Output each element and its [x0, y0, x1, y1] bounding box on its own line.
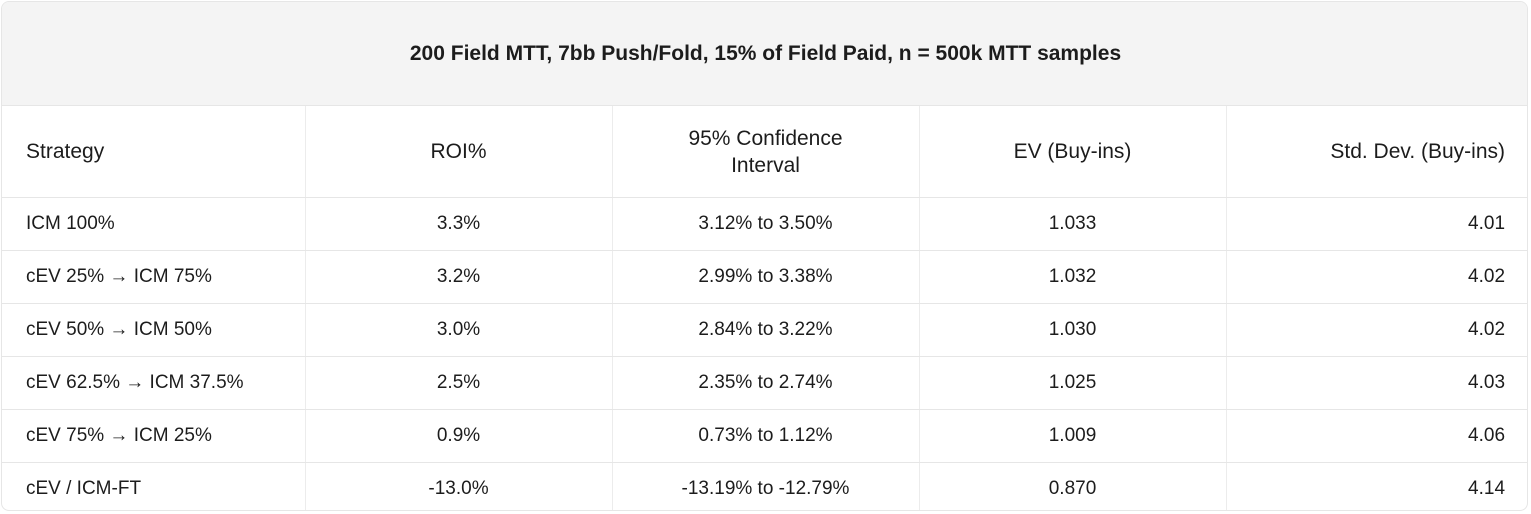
cell-strategy: cEV 50% → ICM 50%: [2, 303, 306, 357]
header-std-dev: Std. Dev. (Buy-ins): [1226, 105, 1527, 198]
table-header-row: Strategy ROI% 95% Confidence Interval EV…: [2, 105, 1527, 198]
cell-ev: 1.033: [919, 197, 1227, 251]
cell-strategy: ICM 100%: [2, 197, 306, 251]
table-row: cEV 62.5% → ICM 37.5% 2.5% 2.35% to 2.74…: [2, 356, 1527, 410]
cell-ci: -13.19% to -12.79%: [612, 462, 920, 510]
table-row: cEV 75% → ICM 25% 0.9% 0.73% to 1.12% 1.…: [2, 409, 1527, 463]
cell-roi: 3.0%: [305, 303, 613, 357]
cell-ev: 1.030: [919, 303, 1227, 357]
cell-std: 4.01: [1226, 197, 1527, 251]
header-ev: EV (Buy-ins): [919, 105, 1227, 198]
cell-std: 4.02: [1226, 303, 1527, 357]
header-ci-line2: Interval: [731, 153, 800, 177]
table-row: cEV 25% → ICM 75% 3.2% 2.99% to 3.38% 1.…: [2, 250, 1527, 304]
cell-roi: 3.2%: [305, 250, 613, 304]
cell-roi: 3.3%: [305, 197, 613, 251]
cell-ci: 3.12% to 3.50%: [612, 197, 920, 251]
table-row: ICM 100% 3.3% 3.12% to 3.50% 1.033 4.01: [2, 197, 1527, 251]
cell-ev: 0.870: [919, 462, 1227, 510]
table-title: 200 Field MTT, 7bb Push/Fold, 15% of Fie…: [2, 2, 1527, 106]
cell-ci: 2.84% to 3.22%: [612, 303, 920, 357]
header-roi: ROI%: [305, 105, 613, 198]
header-confidence-interval: 95% Confidence Interval: [612, 105, 920, 198]
cell-ev: 1.025: [919, 356, 1227, 410]
header-strategy: Strategy: [2, 105, 306, 198]
cell-roi: 0.9%: [305, 409, 613, 463]
cell-std: 4.14: [1468, 478, 1506, 499]
cell-ci: 2.99% to 3.38%: [612, 250, 920, 304]
cell-ev: 1.009: [919, 409, 1227, 463]
cell-strategy: cEV 75% → ICM 25%: [2, 409, 306, 463]
cell-strategy: cEV 62.5% → ICM 37.5%: [2, 356, 306, 410]
cell-roi: -13.0%: [305, 462, 613, 510]
cell-ci: 2.35% to 2.74%: [612, 356, 920, 410]
cell-std: 4.02: [1226, 250, 1527, 304]
cell-strategy: cEV 25% → ICM 75%: [2, 250, 306, 304]
cell-ev: 1.032: [919, 250, 1227, 304]
cell-ci: 0.73% to 1.12%: [612, 409, 920, 463]
cell-std: 4.03: [1226, 356, 1527, 410]
cell-strategy: cEV / ICM-FT: [2, 462, 306, 510]
table-title-row: 200 Field MTT, 7bb Push/Fold, 15% of Fie…: [2, 2, 1527, 106]
table-row: cEV 50% → ICM 50% 3.0% 2.84% to 3.22% 1.…: [2, 303, 1527, 357]
cell-std: 4.06: [1226, 409, 1527, 463]
table-row: cEV / ICM-FT -13.0% -13.19% to -12.79% 0…: [2, 462, 1527, 510]
header-ci-line1: 95% Confidence: [688, 126, 843, 150]
cell-roi: 2.5%: [305, 356, 613, 410]
